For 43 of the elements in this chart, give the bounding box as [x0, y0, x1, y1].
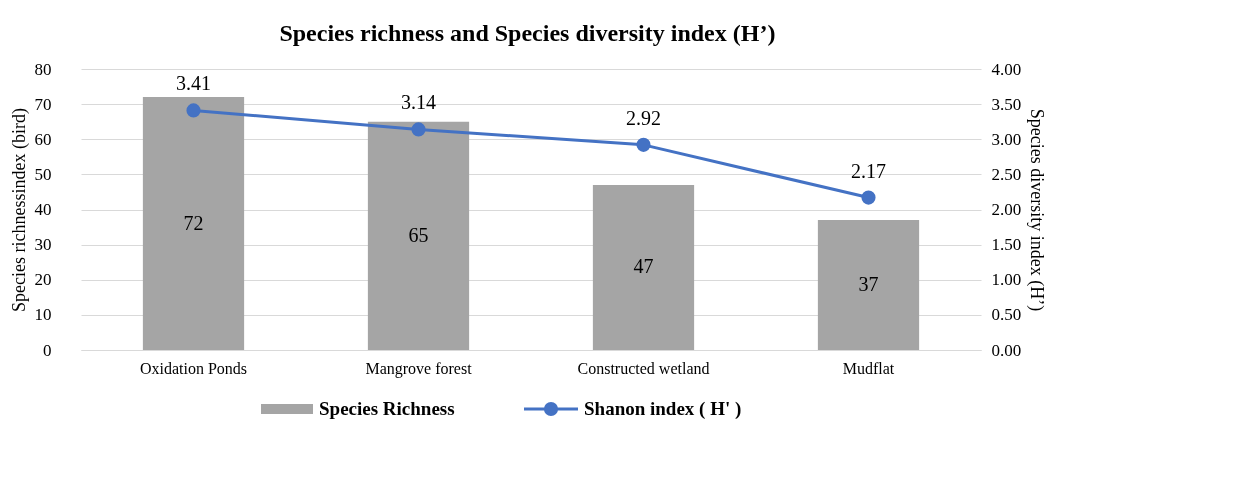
bar: [592, 184, 695, 350]
y-tick-label: 40: [34, 200, 52, 219]
y2-tick-label: 1.50: [991, 235, 1022, 255]
point: [636, 137, 651, 152]
data-label: 72: [183, 211, 204, 234]
x-tick-label: Oxidation Ponds: [139, 359, 248, 377]
data-label: 2.17: [851, 159, 886, 182]
data-label: 2.92: [626, 106, 661, 129]
y-tick-label: 80: [34, 59, 52, 79]
bar: [817, 220, 920, 350]
y-tick-label: 70: [34, 94, 52, 114]
legend-label: Shanon index ( H' ): [584, 398, 742, 420]
x-tick-label: Mudflat: [842, 359, 895, 377]
y2-tick-label: 3.50: [991, 94, 1022, 114]
data-label: 37: [858, 273, 879, 296]
data-label: 47: [633, 255, 654, 278]
y2-tick-label: 0.00: [991, 340, 1022, 360]
y2-tick-label: 2.00: [991, 200, 1022, 219]
y2-tick-label: 3.00: [991, 129, 1022, 149]
data-label: 65: [408, 223, 429, 246]
y2-tick-label: 0.50: [991, 305, 1022, 325]
x-tick-label: Constructed wetland: [577, 359, 710, 377]
x-tick-label: Mangrove forest: [365, 359, 473, 378]
y2-axis-title: Species diversity index (H’): [1026, 108, 1048, 312]
y2-tick-label: 1.00: [991, 270, 1022, 290]
legend-label: Species Richness: [319, 398, 455, 419]
y-tick-label: 20: [34, 270, 52, 290]
y-tick-label: 50: [34, 164, 52, 184]
chart-title: Species richness and Species diversity index (H’): [279, 20, 776, 46]
bar: [142, 97, 245, 350]
bar: [367, 121, 470, 350]
point: [411, 122, 426, 137]
y-tick-label: 30: [34, 235, 52, 255]
point: [861, 190, 876, 205]
y2-tick-label: 4.00: [991, 59, 1022, 79]
y-axis-title: Species richnessindex (bird): [8, 108, 30, 312]
y-tick-label: 10: [34, 305, 52, 325]
y2-tick-label: 2.50: [991, 164, 1022, 184]
y-tick-label: 0: [43, 340, 52, 360]
data-label: 3.41: [176, 72, 211, 95]
point: [186, 103, 201, 118]
data-label: 3.14: [401, 91, 436, 114]
y-tick-label: 60: [34, 129, 52, 149]
